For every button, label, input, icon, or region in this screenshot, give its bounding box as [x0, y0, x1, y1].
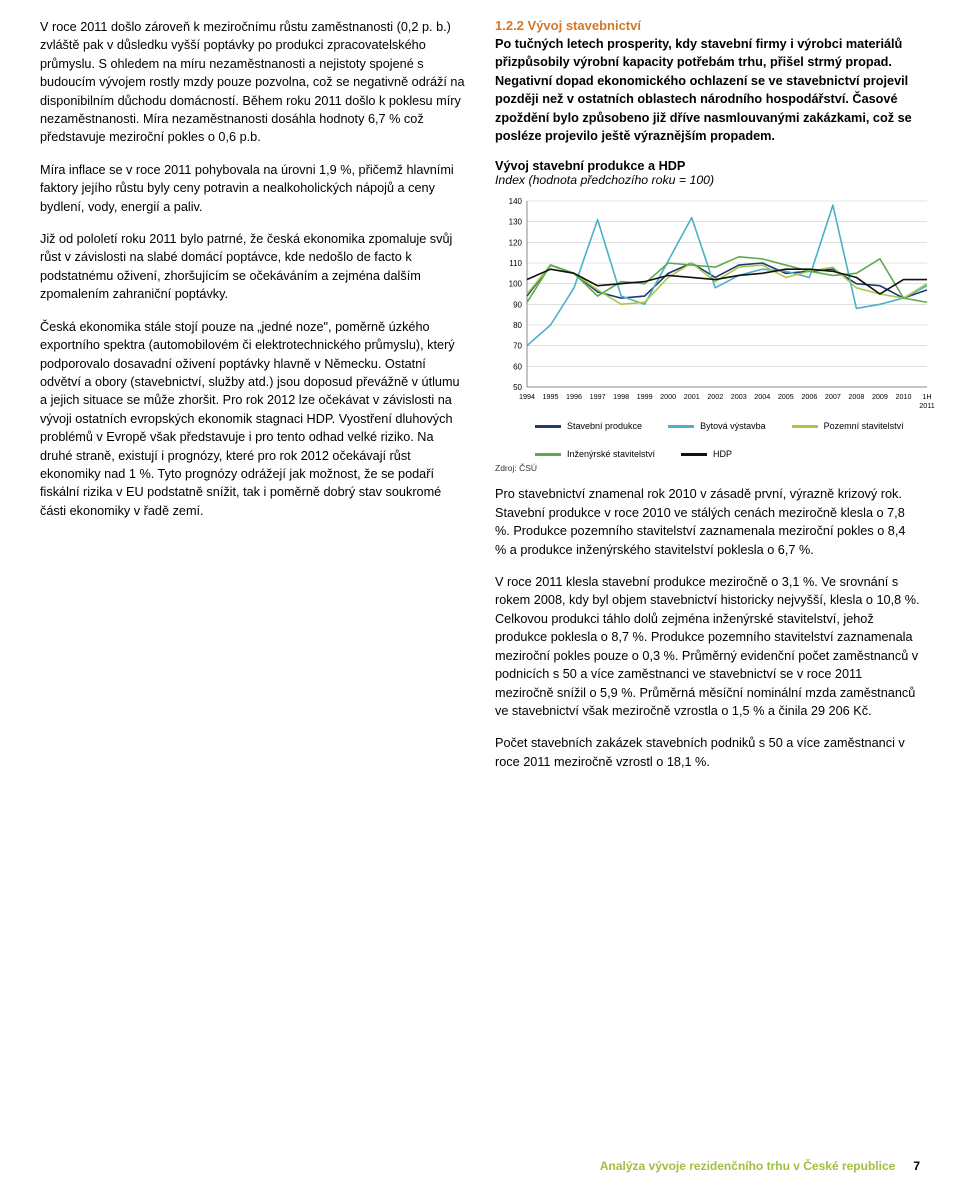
- svg-text:2009: 2009: [872, 392, 888, 401]
- svg-text:120: 120: [509, 239, 523, 248]
- svg-text:1H: 1H: [922, 392, 931, 401]
- footer-page-number: 7: [913, 1159, 920, 1173]
- svg-text:90: 90: [513, 301, 522, 310]
- para-7: Počet stavebních zakázek stavebních podn…: [495, 734, 920, 771]
- legend-item: Pozemní stavitelství: [792, 421, 904, 431]
- svg-text:1998: 1998: [613, 392, 629, 401]
- legend-swatch: [681, 453, 707, 456]
- para-5: Pro stavebnictví znamenal rok 2010 v zás…: [495, 485, 920, 559]
- legend-label: Stavební produkce: [567, 421, 642, 431]
- svg-text:100: 100: [509, 280, 523, 289]
- chart-title: Vývoj stavební produkce a HDP: [495, 159, 920, 173]
- svg-text:2003: 2003: [731, 392, 747, 401]
- para-1: V roce 2011 došlo zároveň k meziročnímu …: [40, 18, 465, 147]
- para-6: V roce 2011 klesla stavební produkce mez…: [495, 573, 920, 720]
- chart-svg: 50 60 70 80 90 100 110 120 130 140 1994 1995 1996 199…: [495, 195, 935, 415]
- legend-item: Bytová výstavba: [668, 421, 766, 431]
- svg-text:2004: 2004: [754, 392, 770, 401]
- chart-legend: Stavební produkce Bytová výstavba Pozemní …: [495, 421, 920, 459]
- line-chart: 50 60 70 80 90 100 110 120 130 140 1994 1995 1996 199…: [495, 195, 920, 473]
- para-3: Již od pololetí roku 2011 bylo patrné, ž…: [40, 230, 465, 304]
- svg-text:2001: 2001: [684, 392, 700, 401]
- legend-label: Inženýrské stavitelství: [567, 449, 655, 459]
- svg-text:1996: 1996: [566, 392, 582, 401]
- section-intro-bold: Po tučných letech prosperity, kdy staveb…: [495, 35, 920, 145]
- svg-text:2000: 2000: [660, 392, 676, 401]
- page-footer: Analýza vývoje rezidenčního trhu v České…: [40, 1159, 920, 1173]
- svg-text:2010: 2010: [895, 392, 911, 401]
- svg-text:2002: 2002: [707, 392, 723, 401]
- svg-text:60: 60: [513, 363, 522, 372]
- left-column: V roce 2011 došlo zároveň k meziročnímu …: [40, 18, 465, 785]
- legend-item: Inženýrské stavitelství: [535, 449, 655, 459]
- svg-text:80: 80: [513, 321, 522, 330]
- legend-label: Pozemní stavitelství: [824, 421, 904, 431]
- legend-swatch: [535, 453, 561, 456]
- svg-text:2008: 2008: [848, 392, 864, 401]
- svg-text:130: 130: [509, 218, 523, 227]
- svg-text:2005: 2005: [778, 392, 794, 401]
- footer-title: Analýza vývoje rezidenčního trhu v České…: [600, 1159, 895, 1173]
- right-column: 1.2.2 Vývoj stavebnictví Po tučných lete…: [495, 18, 920, 785]
- svg-text:140: 140: [509, 197, 523, 206]
- svg-text:50: 50: [513, 383, 522, 392]
- legend-item: Stavební produkce: [535, 421, 642, 431]
- svg-text:2006: 2006: [801, 392, 817, 401]
- legend-label: Bytová výstavba: [700, 421, 766, 431]
- para-4: Česká ekonomika stále stojí pouze na „je…: [40, 318, 465, 520]
- legend-swatch: [668, 425, 694, 428]
- legend-item: HDP: [681, 449, 732, 459]
- svg-text:1994: 1994: [519, 392, 535, 401]
- legend-label: HDP: [713, 449, 732, 459]
- section-heading: 1.2.2 Vývoj stavebnictví: [495, 18, 920, 33]
- svg-text:2011: 2011: [919, 401, 934, 410]
- legend-swatch: [535, 425, 561, 428]
- svg-text:1999: 1999: [637, 392, 653, 401]
- svg-text:1995: 1995: [543, 392, 559, 401]
- svg-text:1997: 1997: [590, 392, 606, 401]
- chart-source: Zdroj: ČSÚ: [495, 463, 920, 473]
- para-2: Míra inflace se v roce 2011 pohybovala n…: [40, 161, 465, 216]
- svg-text:2007: 2007: [825, 392, 841, 401]
- legend-swatch: [792, 425, 818, 428]
- svg-text:110: 110: [509, 259, 522, 268]
- svg-text:70: 70: [513, 342, 522, 351]
- chart-subtitle: Index (hodnota předchozího roku = 100): [495, 173, 920, 187]
